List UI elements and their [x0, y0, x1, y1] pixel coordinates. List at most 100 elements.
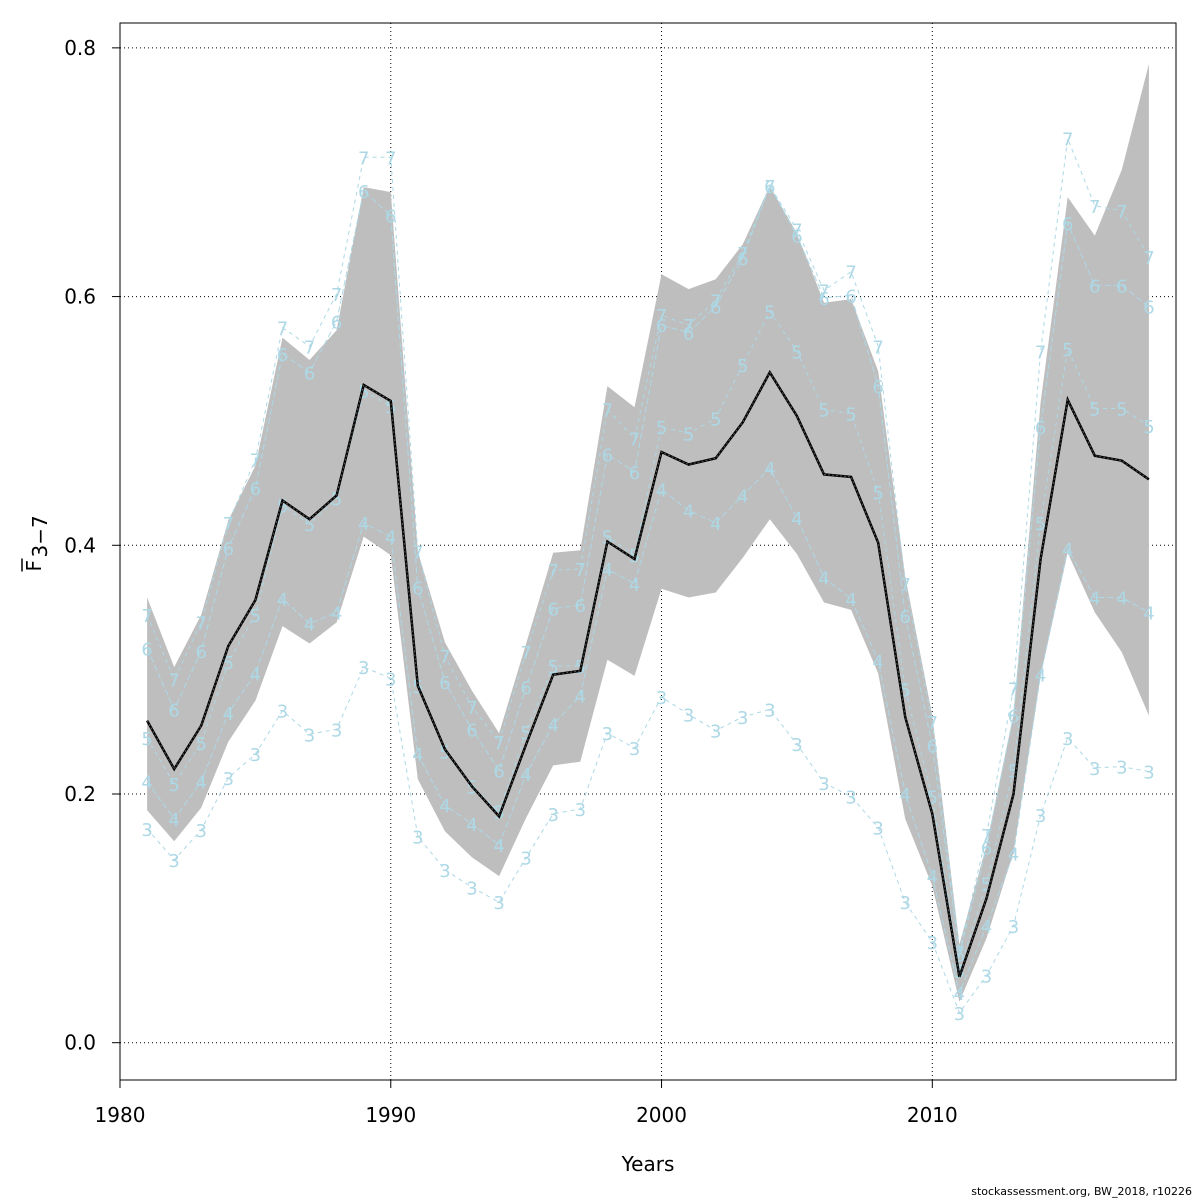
- age-point-label: 7: [141, 606, 152, 627]
- age-point-label: 3: [737, 708, 748, 729]
- age-point-label: 5: [331, 489, 342, 510]
- age-point-label: 6: [358, 182, 369, 203]
- age-point-label: 6: [412, 579, 423, 600]
- age-point-label: 5: [710, 409, 721, 430]
- age-point-label: 4: [737, 487, 748, 508]
- age-point-label: 6: [954, 945, 965, 966]
- age-line-5: [146, 310, 1150, 971]
- age-point-label: 3: [412, 827, 423, 848]
- age-point-label: 6: [1035, 418, 1046, 439]
- age-point-label: 7: [1062, 130, 1073, 151]
- age-point-label: 7: [656, 306, 667, 327]
- age-point-label: 3: [954, 1004, 965, 1025]
- age-point-label: 3: [710, 722, 721, 743]
- age-point-label: 7: [304, 337, 315, 358]
- age-point-label: 5: [439, 743, 450, 764]
- age-point-label: 5: [141, 729, 152, 750]
- age-point-label: 5: [548, 657, 559, 678]
- age-point-label: 7: [791, 220, 802, 241]
- age-point-label: 6: [710, 298, 721, 319]
- age-point-label: 5: [818, 401, 829, 422]
- age-point-label: 6: [629, 463, 640, 484]
- age-point-label: 6: [737, 249, 748, 270]
- age-point-label: 5: [900, 681, 911, 702]
- age-point-label: 3: [764, 700, 775, 721]
- age-line-7: [146, 136, 1150, 953]
- age-point-label: 4: [900, 785, 911, 806]
- age-point-label: 5: [168, 775, 179, 796]
- age-point-label: 7: [196, 613, 207, 634]
- age-point-label: 7: [1089, 197, 1100, 218]
- age-line-3: [146, 666, 1149, 1014]
- age-point-label: 3: [1116, 758, 1127, 779]
- credit-text: stockassessment.org, BW_2018, r10226: [971, 1185, 1192, 1198]
- age-line-4: [146, 467, 1150, 995]
- age-point-label: 7: [981, 826, 992, 847]
- x-axis-title: Years: [621, 1152, 675, 1176]
- age-point-label: 4: [927, 867, 938, 888]
- age-line-6: [146, 184, 1150, 955]
- age-point-label: 4: [683, 501, 694, 522]
- age-point-label: 4: [602, 560, 613, 581]
- age-point-label: 3: [845, 787, 856, 808]
- age-point-label: 5: [683, 424, 694, 445]
- age-point-label: 7: [493, 733, 504, 754]
- age-point-label: 4: [981, 917, 992, 938]
- age-point-label: 6: [602, 446, 613, 467]
- age-point-label: 3: [683, 705, 694, 726]
- age-point-label: 6: [439, 673, 450, 694]
- age-point-label: 6: [845, 286, 856, 307]
- age-point-label: 7: [710, 291, 721, 312]
- age-point-label: 4: [331, 603, 342, 624]
- plot-frame: [119, 22, 1177, 1081]
- age-point-label: 4: [548, 715, 559, 736]
- age-point-label: 6: [872, 377, 883, 398]
- age-point-label: 4: [575, 687, 586, 708]
- age-point-label: 3: [277, 702, 288, 723]
- age-point-label: 5: [1008, 761, 1019, 782]
- age-point-label: 4: [1143, 603, 1154, 624]
- age-point-label: 4: [629, 575, 640, 596]
- age-point-label: 4: [791, 509, 802, 530]
- age-point-label: 6: [168, 700, 179, 721]
- y-title-subscript: 3−7: [28, 515, 52, 557]
- age-point-label: 7: [954, 943, 965, 964]
- age-point-label: 6: [520, 678, 531, 699]
- age-point-label: 3: [872, 819, 883, 840]
- age-point-label: 6: [277, 345, 288, 366]
- age-point-label: 4: [845, 590, 856, 611]
- age-point-label: 6: [331, 312, 342, 333]
- age-point-label: 6: [548, 600, 559, 621]
- age-point-label: 3: [818, 774, 829, 795]
- age-point-label: 5: [223, 653, 234, 674]
- age-point-label: 3: [304, 725, 315, 746]
- age-point-label: 6: [1008, 707, 1019, 728]
- age-point-label: 6: [900, 607, 911, 628]
- age-point-label: 6: [223, 539, 234, 560]
- age-point-label: 7: [1035, 342, 1046, 363]
- age-point-label: 4: [1035, 666, 1046, 687]
- age-point-label: 4: [358, 514, 369, 535]
- age-point-label: 6: [385, 207, 396, 228]
- y-tick-label: 0.8: [64, 36, 96, 60]
- age-point-label: 3: [656, 688, 667, 709]
- age-point-label: 3: [168, 851, 179, 872]
- age-point-label: 3: [520, 848, 531, 869]
- age-point-label: 5: [250, 606, 261, 627]
- age-point-label: 3: [196, 821, 207, 842]
- age-point-label: 6: [575, 596, 586, 617]
- age-point-label: 7: [250, 450, 261, 471]
- axes: 1980 1990 2000 2010 0.0 0.2 0.4 0.6 0.8: [64, 36, 958, 1127]
- age-point-label: 3: [141, 820, 152, 841]
- age-point-label: 6: [1143, 298, 1154, 319]
- age-point-label: 7: [412, 543, 423, 564]
- age-point-label: 5: [791, 342, 802, 363]
- age-point-label: 3: [1089, 759, 1100, 780]
- x-tick-label: 1980: [95, 1103, 146, 1127]
- age-point-label: 5: [872, 483, 883, 504]
- age-point-label: 4: [710, 514, 721, 535]
- age-point-label: 4: [385, 528, 396, 549]
- age-point-label: 4: [196, 773, 207, 794]
